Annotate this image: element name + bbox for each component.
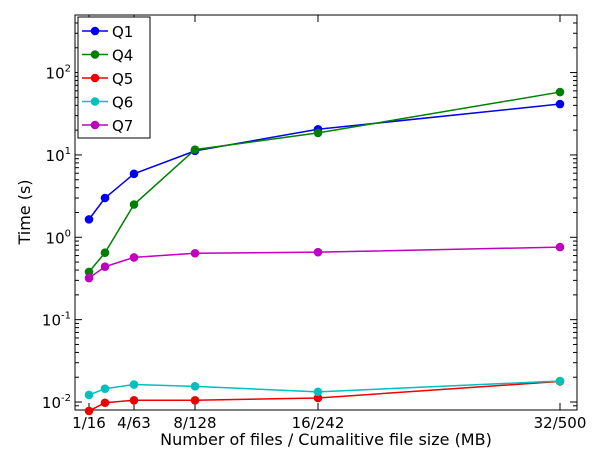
data-point-q6 bbox=[100, 384, 110, 394]
x-axis-ticks: 1/16 4/63 8/128 16/242 32/500 bbox=[72, 15, 586, 432]
data-point-q6 bbox=[84, 390, 94, 400]
legend-label-q1: Q1 bbox=[112, 23, 133, 41]
data-point-q6 bbox=[313, 387, 323, 397]
data-point-q7 bbox=[313, 247, 323, 257]
y-tick-label: 101 bbox=[46, 146, 71, 165]
data-point-q5 bbox=[190, 395, 200, 405]
data-point-q4 bbox=[100, 248, 110, 258]
legend-marker-q1 bbox=[90, 26, 100, 36]
legend-label-q4: Q4 bbox=[112, 47, 133, 65]
data-point-q4 bbox=[84, 267, 94, 277]
y-tick-label: 10-1 bbox=[42, 311, 71, 330]
data-point-q4 bbox=[313, 128, 323, 138]
data-point-q7 bbox=[100, 262, 110, 271]
x-tick-label: 32/500 bbox=[534, 414, 587, 432]
x-tick-label: 1/16 bbox=[72, 414, 106, 432]
y-tick-label: 10-2 bbox=[42, 393, 71, 412]
legend-label-q7: Q7 bbox=[112, 117, 133, 135]
data-point-q6 bbox=[129, 380, 139, 389]
x-axis-label: Number of files / Cumalitive file size (… bbox=[160, 430, 492, 449]
data-point-q6 bbox=[555, 376, 565, 386]
y-tick-label: 102 bbox=[46, 64, 71, 83]
data-point-q4 bbox=[190, 145, 200, 154]
data-point-q5 bbox=[129, 395, 139, 405]
y-axis-ticks: 10-2 10-1 100 101 102 bbox=[42, 14, 577, 412]
legend-marker-q5 bbox=[90, 73, 100, 83]
y-axis-label: Time (s) bbox=[15, 179, 34, 245]
data-point-q7 bbox=[129, 253, 139, 262]
data-point-q7 bbox=[190, 248, 200, 258]
series-group bbox=[84, 87, 565, 416]
y-tick-label: 100 bbox=[46, 228, 71, 247]
data-point-q7 bbox=[555, 242, 565, 252]
plot-area bbox=[74, 14, 578, 411]
data-point-q5 bbox=[313, 393, 323, 403]
legend-marker-q6 bbox=[90, 97, 100, 106]
data-point-q7 bbox=[84, 273, 94, 283]
data-point-q1 bbox=[100, 193, 110, 203]
data-point-q4 bbox=[555, 87, 565, 97]
x-tick-label: 4/63 bbox=[117, 414, 151, 432]
data-point-q4 bbox=[129, 200, 139, 209]
data-point-q5 bbox=[100, 398, 110, 408]
x-tick-label: 16/242 bbox=[292, 414, 345, 432]
legend-marker-q4 bbox=[90, 50, 100, 59]
data-point-q6 bbox=[190, 382, 200, 391]
x-tick-label: 8/128 bbox=[173, 414, 216, 432]
legend-label-q6: Q6 bbox=[112, 94, 133, 112]
legend-label-q5: Q5 bbox=[112, 70, 133, 88]
data-point-q1 bbox=[555, 99, 565, 109]
data-point-q1 bbox=[129, 169, 139, 179]
legend: Q1 Q4 Q5 Q6 Q7 bbox=[77, 16, 151, 139]
series-line-q1 bbox=[88, 103, 561, 220]
data-point-q5 bbox=[84, 406, 94, 416]
legend-marker-q7 bbox=[90, 120, 100, 130]
data-point-q1 bbox=[84, 215, 94, 224]
